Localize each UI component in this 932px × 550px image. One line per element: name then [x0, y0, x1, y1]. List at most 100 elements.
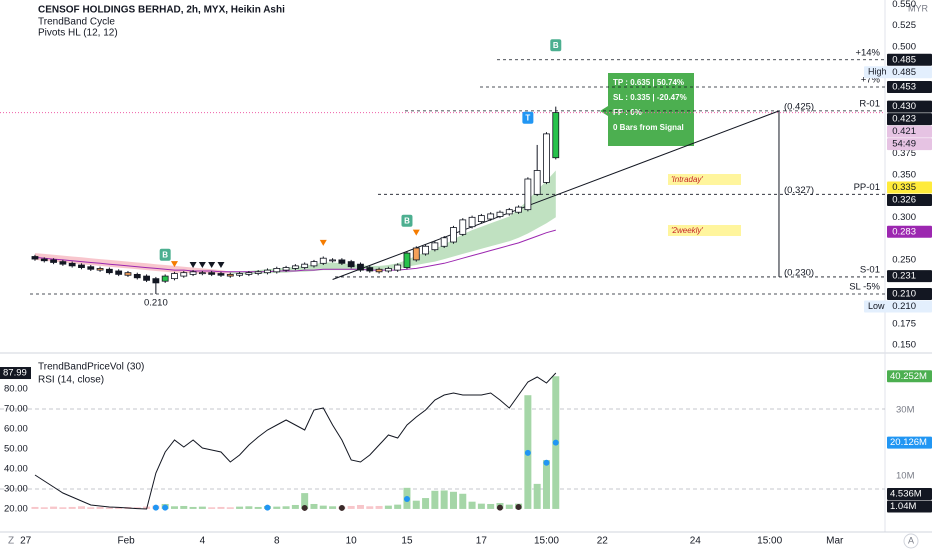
volume-tag — [887, 436, 932, 449]
price-tag — [887, 53, 932, 66]
signal-triangle — [208, 262, 216, 269]
volume-tag — [887, 370, 932, 383]
indicator-name: Pivots HL (12, 12) — [38, 28, 118, 39]
volume-bar — [412, 500, 420, 509]
pivot-level-label: +7% — [861, 75, 881, 86]
candle-body — [115, 270, 123, 275]
x-tick-label: 24 — [690, 536, 702, 547]
signal-triangle — [170, 261, 178, 268]
y-tick-label: 0.150 — [892, 340, 916, 351]
signal-text: SL : 0.335 | -20.47% — [613, 93, 687, 102]
volume-bar — [319, 505, 327, 509]
rsi-tick-label: 30.00 — [4, 484, 28, 495]
candle-body — [105, 268, 113, 274]
volume-bar — [31, 506, 39, 509]
signal-triangle — [198, 262, 206, 269]
volume-bar — [440, 490, 448, 509]
candle-body — [208, 272, 216, 275]
candle-body — [487, 213, 495, 220]
candle-body — [431, 242, 439, 251]
volume-bar — [301, 493, 309, 509]
volume-bar — [115, 507, 123, 509]
y-tick-label: 0.375 — [892, 148, 916, 159]
x-tick-label: 15:00 — [534, 536, 559, 547]
volume-bar — [50, 506, 58, 509]
volume-bar — [542, 460, 550, 509]
toolbar-button[interactable]: Z — [8, 536, 14, 547]
candle-body — [394, 264, 402, 271]
indicator-name: RSI (14, close) — [38, 375, 104, 386]
candle-body — [533, 170, 541, 195]
annotation: '2weekly' — [671, 226, 703, 235]
candle-body — [347, 261, 355, 268]
candle-body — [124, 272, 132, 276]
toolbar-button-ring — [903, 533, 919, 549]
volume-tag-label: 4.536M — [890, 488, 922, 499]
volume-bar — [189, 506, 197, 509]
x-tick-label: 22 — [597, 536, 609, 547]
price-tag — [864, 66, 932, 79]
candle-body — [152, 278, 160, 284]
signal-text: TP : 0.635 | 50.74% — [613, 78, 684, 87]
moving-average — [34, 229, 556, 273]
volume-tag-label: 20.126M — [890, 437, 927, 448]
annotation: 'Intraday' — [671, 175, 703, 184]
volume-dot — [515, 503, 522, 510]
volume-bar — [105, 507, 113, 509]
price-tag — [887, 138, 932, 151]
volume-bar — [487, 503, 495, 509]
candle-body — [264, 269, 271, 274]
candle-body — [236, 273, 243, 276]
candle-body — [245, 272, 253, 275]
price-tag-label: 0.430 — [892, 101, 916, 112]
pivot-level-label: SL -5% — [849, 281, 880, 292]
price-tag-label: 0.231 — [892, 271, 916, 282]
x-tick-label: Mar — [826, 536, 844, 547]
annotation-bg — [668, 174, 741, 185]
price-tag — [887, 181, 932, 194]
volume-bar — [291, 504, 299, 509]
rsi-tick-label: 70.00 — [4, 404, 28, 415]
candle-body — [171, 273, 178, 280]
candle-body — [291, 265, 299, 269]
candle-body — [40, 258, 48, 262]
volume-tick-label: 30M — [896, 405, 915, 416]
volume-bar — [356, 504, 364, 509]
candle-body — [161, 275, 169, 282]
chart-title: CENSOF HOLDINGS BERHAD, 2h, MYX, Heikin … — [38, 5, 285, 16]
candle-body — [468, 216, 476, 228]
volume-bar — [468, 501, 476, 509]
volume-bar — [245, 506, 253, 509]
price-tag-label: 0.283 — [892, 226, 916, 237]
price-tag-label: 54:49 — [892, 139, 916, 150]
volume-bar — [282, 506, 290, 509]
indicator-name: TrendBandPriceVol (30) — [38, 362, 144, 373]
candle-body — [450, 227, 457, 243]
signal-badge-label: T — [525, 113, 530, 122]
candle-body — [217, 273, 225, 276]
signal-box — [600, 73, 694, 146]
volume-bar — [96, 506, 104, 509]
candle-body — [412, 247, 420, 261]
x-tick-label: 8 — [274, 536, 280, 547]
volume-bar — [310, 503, 318, 509]
rsi-tick-label: 60.00 — [4, 424, 28, 435]
y-tick-label: 0.350 — [892, 169, 916, 180]
candle-body — [524, 178, 532, 211]
candle-body — [282, 267, 290, 271]
volume-tag — [887, 500, 932, 513]
trend-band — [230, 170, 556, 275]
toolbar-button[interactable]: A — [908, 535, 914, 545]
rsi-tick-label: 80.00 — [4, 384, 28, 395]
price-tag — [887, 113, 932, 126]
price-tag — [887, 81, 932, 94]
candle-body — [31, 256, 39, 260]
x-tick-label: Feb — [117, 536, 135, 547]
volume-bar — [59, 507, 67, 509]
candle-body — [189, 271, 197, 275]
rsi-tick-label: 20.00 — [4, 504, 28, 515]
currency-label: MYR — [908, 3, 929, 13]
candle-body — [50, 259, 57, 263]
